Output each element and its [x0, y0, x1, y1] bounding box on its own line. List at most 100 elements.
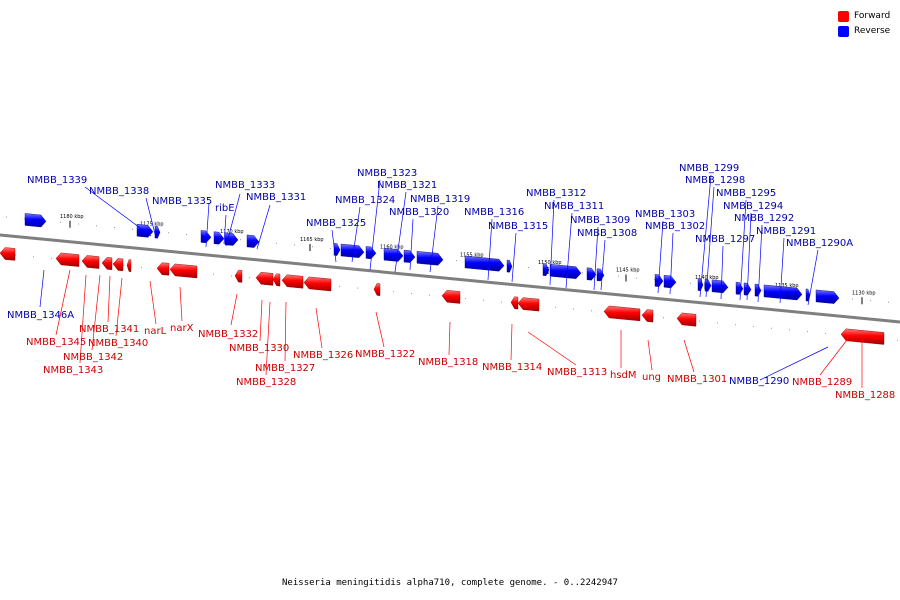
gene-label-nmbb-1333: NMBB_1333 — [215, 180, 275, 191]
scale-dot — [528, 267, 529, 268]
scale-dot — [753, 325, 754, 327]
gene-label-ribe: ribE — [215, 203, 235, 214]
scale-dot — [339, 285, 340, 287]
gene-label-narx: narX — [170, 323, 194, 334]
gene-label-nmbb-1301: NMBB_1301 — [667, 374, 727, 385]
label-leader-line — [331, 229, 337, 263]
scale-tick-label: 1175 kbp — [140, 222, 164, 228]
gene-label-nmbb-1302: NMBB_1302 — [645, 221, 705, 232]
gene-label-nmbb-1320: NMBB_1320 — [389, 207, 449, 218]
forward-gene-arrow — [281, 274, 304, 289]
gene-label-nmbb-1298: NMBB_1298 — [685, 175, 745, 186]
label-leader-line — [819, 335, 851, 376]
label-leader-line — [149, 280, 157, 325]
forward-gene-arrow — [272, 273, 281, 287]
scale-dot — [231, 275, 232, 277]
reverse-gene-arrow — [416, 251, 444, 266]
reverse-gene-arrow — [403, 249, 416, 263]
gene-label-ung: ung — [642, 372, 661, 383]
gene-label-nmbb-1322: NMBB_1322 — [355, 349, 415, 360]
reverse-gene-arrow — [340, 243, 365, 258]
gene-features — [0, 213, 885, 345]
forward-gene-arrow — [303, 276, 332, 292]
forward-gene-arrow — [641, 309, 654, 323]
scale-dot — [789, 329, 790, 331]
forward-gene-arrow — [373, 283, 381, 296]
forward-gene-arrow — [81, 255, 100, 269]
scale-tick-label: 1140 kbp — [695, 275, 719, 281]
reverse-gene-arrow — [464, 255, 505, 272]
label-leader-line — [223, 214, 227, 245]
gene-label-nmbb-1290a: NMBB_1290A — [786, 238, 853, 249]
scale-dot — [411, 292, 412, 294]
label-leader-line — [699, 174, 712, 298]
forward-gene-arrow — [603, 305, 641, 322]
gene-label-nmbb-1341: NMBB_1341 — [79, 324, 139, 335]
label-leader-line — [84, 186, 152, 237]
label-leader-line — [230, 293, 238, 326]
reverse-gene-arrow — [224, 232, 239, 246]
gene-label-nmbb-1295: NMBB_1295 — [716, 188, 776, 199]
scale-dot — [6, 216, 7, 218]
gene-label-nmbb-1303: NMBB_1303 — [635, 209, 695, 220]
forward-gene-arrow — [840, 328, 885, 345]
gene-label-nmbb-1321: NMBB_1321 — [377, 180, 437, 191]
scale-dot — [429, 294, 430, 296]
label-leader-line — [683, 339, 695, 373]
legend-label-forward: Forward — [854, 11, 891, 21]
scale-dot — [582, 272, 583, 274]
reverse-gene-arrow — [200, 230, 212, 244]
scale-dot — [15, 254, 16, 256]
forward-gene-arrow — [0, 247, 16, 261]
scale-dot — [618, 275, 619, 277]
scale-tick-label: 1150 kbp — [538, 260, 562, 266]
label-leader-line — [549, 199, 555, 286]
reverse-gene-arrow — [549, 263, 582, 279]
scale-tick-label: 1170 kbp — [220, 229, 244, 235]
scale-dot — [465, 298, 466, 300]
scale-tick-label: 1160 kbp — [380, 245, 404, 251]
label-leader-line — [265, 301, 271, 376]
legend-label-reverse: Reverse — [854, 26, 891, 36]
label-leader-line — [487, 218, 493, 281]
label-leaders — [39, 174, 863, 388]
reverse-gene-arrow — [506, 259, 513, 273]
reverse-gene-arrow — [735, 281, 744, 295]
label-leader-line — [593, 226, 599, 291]
scale-tick-label: 1180 kbp — [60, 214, 84, 220]
label-leader-line — [79, 274, 87, 364]
forward-gene-arrow — [55, 252, 80, 267]
forward-gene-arrow — [510, 296, 519, 310]
label-leader-line — [448, 321, 451, 356]
scale-dot — [312, 246, 313, 248]
scale-dot — [825, 332, 826, 334]
reverse-gene-arrow — [136, 223, 154, 238]
label-leader-line — [205, 202, 210, 248]
label-leader-line — [409, 218, 414, 271]
label-leader-line — [647, 339, 653, 371]
forward-gene-arrow — [255, 271, 274, 286]
reverse-gene-arrow — [333, 243, 341, 256]
label-leader-line — [115, 277, 123, 337]
reverse-gene-arrow — [754, 283, 762, 297]
scale-dot — [501, 301, 502, 303]
reverse-gene-arrow — [763, 284, 803, 301]
scale-dot — [735, 324, 736, 326]
scale-dot — [555, 306, 556, 308]
figure-caption: Neisseria meningitidis alpha710, complet… — [282, 578, 618, 588]
reverse-swatch — [838, 25, 849, 37]
label-leader-line — [657, 220, 664, 294]
scale-dot — [591, 310, 592, 312]
gene-label-nmbb-1332: NMBB_1332 — [198, 329, 258, 340]
reverse-gene-arrow — [711, 279, 729, 294]
scale-dot — [60, 221, 61, 223]
label-leader-line — [225, 193, 241, 247]
scale-dot — [654, 279, 655, 281]
forward-gene-arrow — [517, 297, 540, 312]
gene-label-nmbb-1339: NMBB_1339 — [27, 175, 87, 186]
scale-dot — [303, 282, 304, 284]
gene-label-nmbb-1319: NMBB_1319 — [410, 194, 470, 205]
gene-label-narl: narL — [144, 326, 167, 337]
legend-item-forward: Forward — [838, 9, 890, 23]
